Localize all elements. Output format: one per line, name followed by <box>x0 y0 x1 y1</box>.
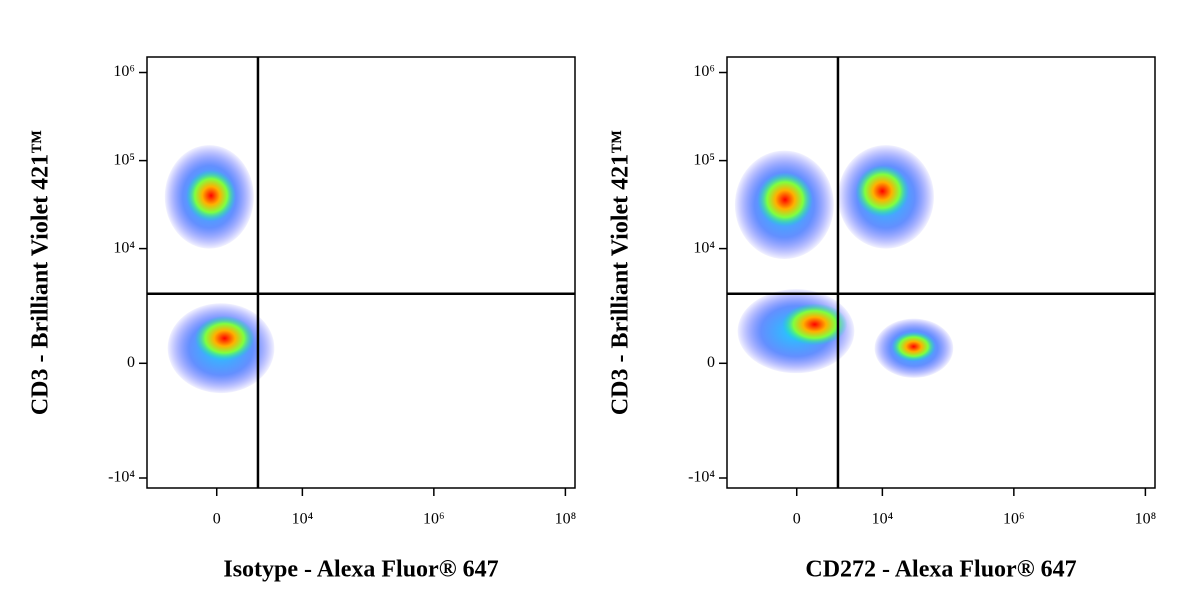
population-peak <box>891 331 936 362</box>
y-tick-label: 0 <box>127 354 135 371</box>
x-axis-label: CD272 - Alexa Fluor® 647 <box>805 557 1076 583</box>
y-tick-label: 10⁴ <box>113 239 135 256</box>
x-tick-label: 10⁶ <box>1003 511 1025 528</box>
y-tick-label: -10⁴ <box>108 469 135 486</box>
y-tick-label: 10⁶ <box>113 63 135 80</box>
x-tick-label: 10⁸ <box>555 511 577 528</box>
y-axis-label: CD3 - Brilliant Violet 421™ <box>608 130 634 415</box>
y-tick-label: -10⁴ <box>688 469 715 486</box>
y-tick-label: 10⁶ <box>693 63 715 80</box>
y-tick-label: 10⁴ <box>693 239 715 256</box>
population-peak <box>194 315 255 361</box>
y-tick-label: 10⁵ <box>693 151 715 168</box>
plot-frame <box>146 56 576 489</box>
x-tick-label: 10⁴ <box>292 511 314 528</box>
y-axis-label: CD3 - Brilliant Violet 421™ <box>28 130 54 415</box>
plot-frame <box>726 56 1156 489</box>
y-tick-label: 0 <box>707 354 715 371</box>
x-tick-label: 10⁴ <box>872 511 894 528</box>
x-tick-label: 0 <box>213 511 221 528</box>
x-tick-label: 10⁶ <box>423 511 445 528</box>
population-peak <box>781 303 848 346</box>
population-peak <box>186 169 237 222</box>
y-tick-label: 10⁵ <box>113 151 135 168</box>
x-tick-label: 0 <box>793 511 801 528</box>
population-peak <box>855 165 910 218</box>
x-tick-label: 10⁸ <box>1135 511 1157 528</box>
population-peak <box>757 172 813 227</box>
x-axis-label: Isotype - Alexa Fluor® 647 <box>223 557 498 583</box>
